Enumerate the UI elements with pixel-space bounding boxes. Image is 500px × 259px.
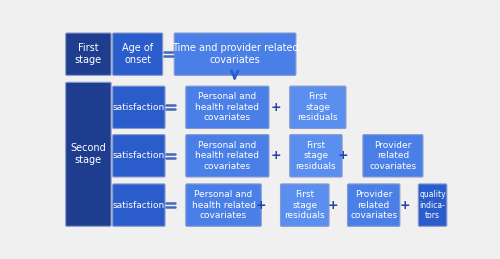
Text: satisfaction: satisfaction: [112, 103, 165, 112]
Text: Personal and
health related
covariates: Personal and health related covariates: [196, 141, 260, 171]
Text: Second
stage: Second stage: [70, 143, 106, 165]
Text: First
stage: First stage: [75, 43, 102, 65]
Text: +: +: [256, 199, 266, 212]
Text: satisfaction: satisfaction: [112, 151, 165, 160]
Text: +: +: [270, 101, 281, 114]
Text: Time and provider related
covariates: Time and provider related covariates: [172, 43, 298, 65]
FancyBboxPatch shape: [174, 33, 296, 75]
Text: Provider
related
covariates: Provider related covariates: [350, 190, 397, 220]
FancyBboxPatch shape: [112, 33, 162, 75]
FancyBboxPatch shape: [186, 184, 262, 226]
Text: Age of
onset: Age of onset: [122, 43, 153, 65]
FancyBboxPatch shape: [186, 135, 269, 177]
Text: Provider
related
covariates: Provider related covariates: [370, 141, 416, 171]
Text: Personal and
health related
covariates: Personal and health related covariates: [196, 92, 260, 122]
FancyBboxPatch shape: [348, 184, 400, 226]
Text: +: +: [400, 199, 410, 212]
Text: First
stage
residuals: First stage residuals: [296, 141, 336, 171]
FancyBboxPatch shape: [363, 135, 423, 177]
Text: Personal and
health related
covariates: Personal and health related covariates: [192, 190, 256, 220]
FancyBboxPatch shape: [112, 86, 165, 128]
Text: +: +: [327, 199, 338, 212]
Text: quality
indica-
tors: quality indica- tors: [420, 190, 446, 220]
Text: First
stage
residuals: First stage residuals: [284, 190, 325, 220]
FancyBboxPatch shape: [418, 184, 447, 226]
FancyBboxPatch shape: [290, 86, 346, 128]
FancyBboxPatch shape: [66, 33, 111, 75]
FancyBboxPatch shape: [112, 135, 165, 177]
FancyBboxPatch shape: [112, 184, 165, 226]
FancyBboxPatch shape: [66, 82, 111, 226]
Text: First
stage
residuals: First stage residuals: [298, 92, 338, 122]
FancyBboxPatch shape: [280, 184, 329, 226]
FancyBboxPatch shape: [290, 135, 342, 177]
Text: +: +: [270, 149, 281, 162]
Text: satisfaction: satisfaction: [112, 201, 165, 210]
FancyBboxPatch shape: [186, 86, 269, 128]
Text: +: +: [337, 149, 348, 162]
